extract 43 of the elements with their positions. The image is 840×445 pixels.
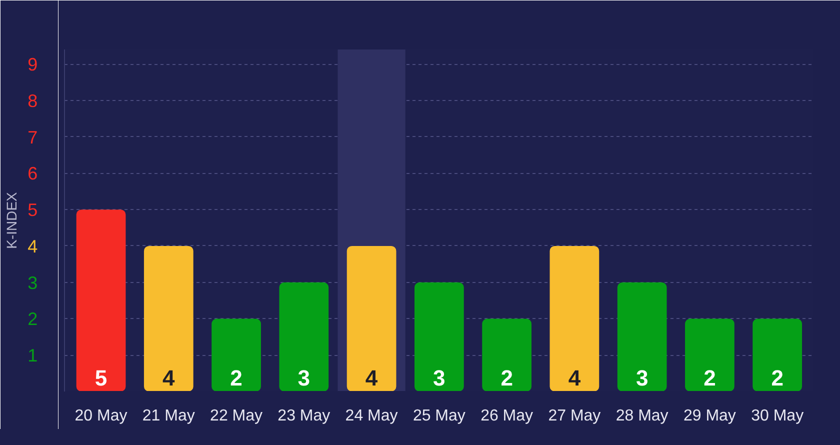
x-tick-label: 22 May <box>210 408 263 424</box>
bar <box>617 282 667 392</box>
y-tick-label: 2 <box>28 309 38 330</box>
x-tick-label: 28 May <box>616 408 668 424</box>
bar <box>144 246 194 392</box>
data-label: 4 <box>365 366 378 390</box>
bar <box>550 246 600 392</box>
x-tick-label: 24 May <box>345 408 398 424</box>
x-tick-label: 25 May <box>412 408 466 424</box>
data-label: 3 <box>636 366 648 390</box>
bar <box>212 318 261 392</box>
y-tick-label: 1 <box>28 346 38 366</box>
data-label: 2 <box>771 366 784 390</box>
y-tick-label: 4 <box>28 236 38 256</box>
x-tick-label: 21 May <box>142 408 195 424</box>
data-label: 5 <box>94 366 108 390</box>
bar <box>346 246 396 392</box>
data-label: 2 <box>230 366 242 390</box>
y-tick-label: 9 <box>28 54 38 75</box>
y-tick-label: 8 <box>28 90 38 111</box>
data-label: 4 <box>162 366 176 390</box>
bar <box>685 318 734 392</box>
x-tick-label: 30 May <box>751 408 804 424</box>
data-label: 2 <box>704 366 716 390</box>
bar <box>482 318 532 392</box>
bar <box>76 210 126 392</box>
y-axis-title: K-INDEX <box>4 191 20 249</box>
y-tick-label: 7 <box>28 127 38 148</box>
x-tick-label: 23 May <box>278 408 330 424</box>
bar <box>752 318 802 392</box>
data-label: 3 <box>433 366 446 390</box>
data-label: 4 <box>568 366 582 390</box>
y-tick-label: 6 <box>28 164 38 184</box>
y-tick-label: 3 <box>28 272 38 293</box>
x-tick-label: 20 May <box>74 408 128 424</box>
data-label: 2 <box>500 366 513 390</box>
x-tick-label: 29 May <box>683 408 736 424</box>
y-tick-label: 5 <box>28 200 38 220</box>
x-tick-label: 26 May <box>480 408 534 424</box>
data-label: 3 <box>298 366 310 390</box>
bar <box>279 282 329 392</box>
x-tick-label: 27 May <box>548 408 601 424</box>
bar <box>414 282 464 392</box>
